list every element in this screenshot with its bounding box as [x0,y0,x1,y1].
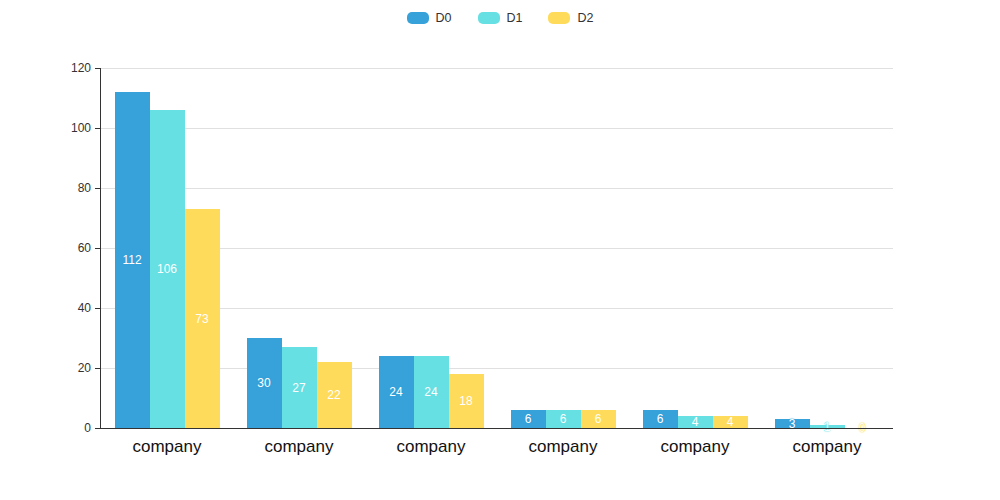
y-axis-line [100,68,101,429]
bar[interactable] [414,356,449,428]
gridline [101,368,893,369]
x-axis-line [100,428,893,429]
y-axis-tick-label: 80 [43,180,91,196]
bar[interactable] [643,410,678,428]
bar[interactable] [678,416,713,428]
x-axis-category-label: company [365,438,497,456]
bar[interactable] [247,338,282,428]
bar[interactable] [317,362,352,428]
bar[interactable] [150,110,185,428]
bar[interactable] [115,92,150,428]
x-axis-category-label: company [101,438,233,456]
y-axis-tick-label: 100 [43,120,91,136]
y-axis-tick-label: 20 [43,360,91,376]
bar[interactable] [282,347,317,428]
bar[interactable] [511,410,546,428]
y-axis-tick-label: 120 [43,60,91,76]
bar[interactable] [546,410,581,428]
bar[interactable] [581,410,616,428]
x-axis-category-label: company [761,438,893,456]
bar[interactable] [713,416,748,428]
gridline [101,188,893,189]
bar[interactable] [185,209,220,428]
plot-area: 0204060801001201123024663106272464173221… [0,0,1000,500]
bar-chart: D0D1D2 020406080100120112302466310627246… [0,0,1000,500]
bar[interactable] [379,356,414,428]
bar[interactable] [449,374,484,428]
x-axis-category-label: company [233,438,365,456]
gridline [101,248,893,249]
x-axis-category-label: company [629,438,761,456]
bar[interactable] [775,419,810,428]
y-axis-tick-label: 0 [43,420,91,436]
gridline [101,308,893,309]
x-axis-category-label: company [497,438,629,456]
y-axis-tick-label: 40 [43,300,91,316]
gridline [101,128,893,129]
gridline [101,68,893,69]
y-axis-tick-label: 60 [43,240,91,256]
